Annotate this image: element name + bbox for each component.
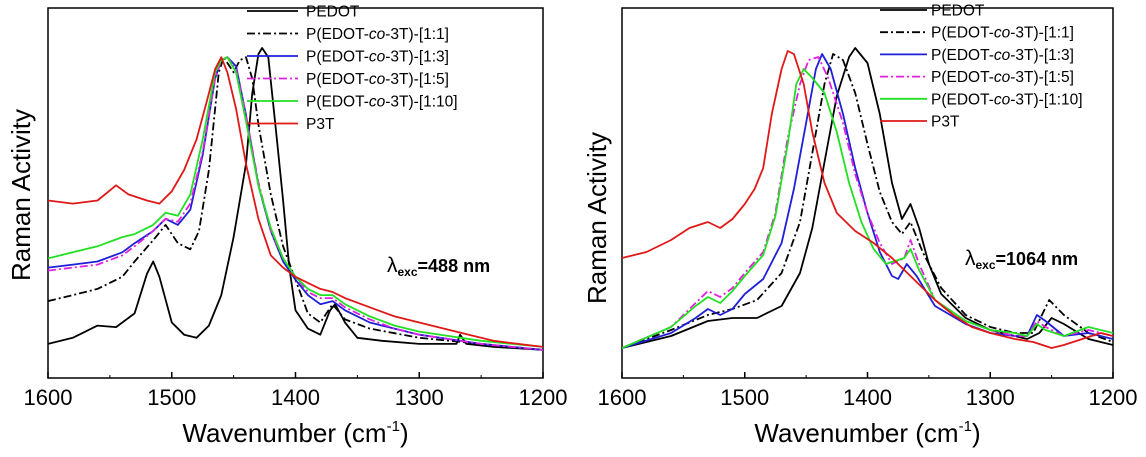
series-line-4 xyxy=(48,56,543,348)
legend-label: P3T xyxy=(931,114,960,131)
excitation-wavelength-label: λexc=1064 nm xyxy=(965,247,1078,272)
series-line-4 xyxy=(622,68,1113,349)
series-line-3 xyxy=(48,56,543,351)
legend-label: P(EDOT-co-3T)-[1:5] xyxy=(306,71,449,88)
x-axis-title: Wavenumber (cm-1) xyxy=(182,418,408,448)
x-tick-label: 1200 xyxy=(1089,385,1138,410)
series-line-1 xyxy=(622,53,1113,349)
legend-label: P(EDOT-co-3T)-[1:10] xyxy=(306,94,458,111)
legend-label: P(EDOT-co-3T)-[1:3] xyxy=(931,47,1074,64)
x-tick-label: 1200 xyxy=(519,385,568,410)
series-line-0 xyxy=(622,47,1113,349)
legend-label: PEDOT xyxy=(931,3,985,20)
x-tick-label: 1400 xyxy=(271,385,320,410)
chart-left: 1600 1500 1400 1300 1200 Wavenumber (cm-1) Ram… xyxy=(6,4,567,449)
excitation-wavelength-label: λexc=488 nm xyxy=(387,254,490,279)
x-tick-label: 1500 xyxy=(720,385,769,410)
legend-label: PEDOT xyxy=(306,4,360,21)
legend-label: P(EDOT-co-3T)-[1:10] xyxy=(931,91,1083,108)
y-axis-title: Raman Activity xyxy=(582,132,612,304)
x-axis-title: Wavenumber (cm-1) xyxy=(754,418,980,448)
x-tick-label: 1300 xyxy=(966,385,1015,410)
x-tick-label: 1300 xyxy=(395,385,444,410)
legend-label: P(EDOT-co-3T)-[1:5] xyxy=(931,69,1074,86)
legend-label: P(EDOT-co-3T)-[1:1] xyxy=(931,25,1074,42)
legend-label: P3T xyxy=(306,116,335,133)
x-tick-label: 1600 xyxy=(24,385,73,410)
x-tick-label: 1600 xyxy=(598,385,647,410)
series-line-5 xyxy=(48,56,543,348)
legend-label: P(EDOT-co-3T)-[1:1] xyxy=(306,26,449,43)
series-line-0 xyxy=(48,47,543,351)
x-tick-label: 1400 xyxy=(843,385,892,410)
chart-right: 1600 1500 1400 1300 1200 Wavenumber (cm-1) Ram… xyxy=(582,3,1137,449)
y-axis-title: Raman Activity xyxy=(6,109,36,281)
series-line-5 xyxy=(622,50,1113,349)
legend-label: P(EDOT-co-3T)-[1:3] xyxy=(306,49,449,66)
series-line-1 xyxy=(48,56,543,351)
x-tick-label: 1500 xyxy=(147,385,196,410)
